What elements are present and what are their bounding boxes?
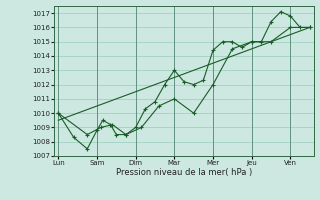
X-axis label: Pression niveau de la mer( hPa ): Pression niveau de la mer( hPa ): [116, 168, 252, 177]
